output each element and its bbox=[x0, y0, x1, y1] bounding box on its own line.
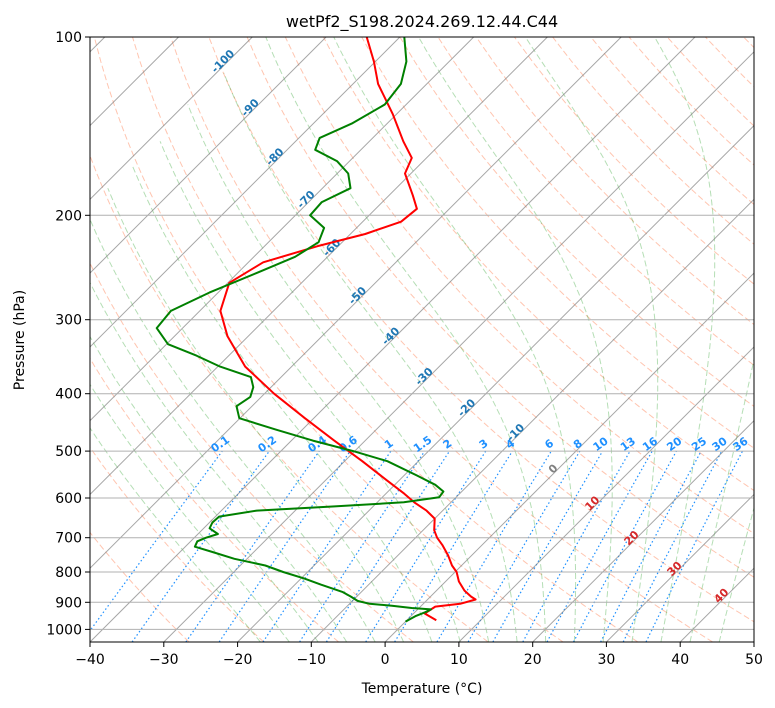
isotherm-line bbox=[163, 51, 754, 642]
mixing-ratio-line bbox=[645, 450, 744, 642]
dry-adiabat-line bbox=[246, 37, 754, 578]
dry-adiabat-line bbox=[90, 531, 190, 642]
wet-bulb-guide-line bbox=[107, 188, 405, 642]
mixing-ratio-lines bbox=[90, 450, 744, 642]
wet-bulb-guide-line bbox=[418, 37, 613, 642]
x-tick-label: 30 bbox=[597, 652, 615, 668]
x-tick-label: −40 bbox=[75, 652, 105, 668]
isotherm-line bbox=[458, 346, 754, 642]
dry-adiabat-line bbox=[208, 37, 754, 623]
dry-adiabat-line bbox=[90, 154, 489, 642]
wet-bulb-guide-line bbox=[90, 335, 319, 642]
wet-bulb-guide-line bbox=[333, 37, 577, 642]
x-axis-ticks: −40 −30 −20 −10 0 10 20 30 40 50 bbox=[75, 642, 763, 668]
mixing-ratio-line bbox=[546, 450, 653, 642]
dewpoint-profile-line bbox=[155, 37, 445, 623]
dry-adiabat-line bbox=[513, 37, 754, 285]
x-tick-label: −30 bbox=[149, 652, 179, 668]
wet-bulb-guide-line bbox=[90, 383, 290, 642]
wet-bulb-guide-line bbox=[90, 281, 348, 642]
isobars bbox=[90, 37, 754, 630]
wet-bulb-guide-line bbox=[90, 427, 261, 642]
mixing-ratio-line bbox=[299, 450, 426, 642]
dry-adiabat-line bbox=[361, 37, 754, 449]
dry-adiabat-line bbox=[475, 37, 754, 326]
y-axis-label: Pressure (hPa) bbox=[12, 290, 28, 390]
y-tick-label: 600 bbox=[55, 491, 82, 507]
isotherm-line bbox=[90, 37, 401, 348]
mixing-ratio-line bbox=[262, 450, 392, 642]
mixing-ratio-line bbox=[131, 450, 270, 642]
mixing-ratio-line bbox=[394, 450, 513, 642]
wet-bulb-guide-line bbox=[223, 72, 518, 642]
dry-adiabats bbox=[90, 37, 754, 642]
x-tick-label: 50 bbox=[745, 652, 763, 668]
dry-adiabat-line bbox=[90, 357, 339, 642]
mixing-ratio-line bbox=[185, 450, 320, 642]
y-tick-label: 300 bbox=[55, 313, 82, 329]
mixing-ratio-line bbox=[218, 450, 351, 642]
wet-bulb-guide-line bbox=[654, 37, 716, 642]
x-axis-label: Temperature (°C) bbox=[361, 681, 483, 697]
isotherm-line bbox=[90, 37, 475, 422]
isotherm-line bbox=[90, 37, 548, 496]
x-tick-label: 10 bbox=[450, 652, 468, 668]
y-tick-label: 800 bbox=[55, 565, 82, 581]
chart-title: wetPf2_S198.2024.269.12.44.C44 bbox=[286, 12, 558, 32]
y-tick-label: 900 bbox=[55, 595, 82, 611]
dry-adiabat-line bbox=[170, 37, 713, 642]
mixing-ratio-line bbox=[572, 450, 677, 642]
y-tick-label: 700 bbox=[55, 531, 82, 547]
isotherm-line bbox=[532, 419, 754, 642]
dry-adiabat-line bbox=[93, 37, 564, 642]
dry-adiabat-line bbox=[90, 446, 265, 642]
y-axis-ticks: 100 200 300 400 500 600 700 800 900 1000 bbox=[46, 30, 90, 638]
x-tick-label: 20 bbox=[524, 652, 542, 668]
isotherm-line bbox=[90, 37, 253, 201]
wet-bulb-guide-line bbox=[524, 37, 659, 642]
dry-adiabat-line bbox=[132, 37, 639, 642]
mixing-ratio-line bbox=[90, 450, 223, 632]
isotherm-line bbox=[90, 37, 622, 569]
isotherms bbox=[90, 37, 754, 642]
x-tick-label: −10 bbox=[297, 652, 327, 668]
isotherm-line bbox=[606, 493, 754, 642]
wet-bulb-guide-lines bbox=[90, 37, 754, 642]
y-tick-label: 200 bbox=[55, 208, 82, 224]
isotherm-line bbox=[90, 37, 327, 274]
mixing-ratio-line bbox=[522, 450, 631, 642]
plot-frame bbox=[89, 36, 755, 643]
isotherm-line bbox=[90, 37, 696, 642]
wet-bulb-guide-line bbox=[689, 356, 754, 642]
x-tick-label: 0 bbox=[381, 652, 390, 668]
wet-bulb-guide-line bbox=[187, 104, 490, 642]
mixing-ratio-line bbox=[325, 450, 450, 642]
y-tick-label: 400 bbox=[55, 387, 82, 403]
x-tick-label: 40 bbox=[671, 652, 689, 668]
dry-adiabat-line bbox=[399, 37, 754, 408]
profile-series bbox=[155, 37, 477, 623]
isotherm-line bbox=[384, 272, 754, 642]
isotherm-line bbox=[237, 124, 754, 642]
y-tick-label: 100 bbox=[55, 30, 82, 46]
temperature-profile-line bbox=[219, 37, 477, 622]
isotherm-line bbox=[310, 198, 754, 642]
x-tick-label: −20 bbox=[223, 652, 253, 668]
wet-bulb-guide-line bbox=[265, 37, 547, 642]
y-tick-label: 1000 bbox=[46, 622, 82, 638]
y-tick-label: 500 bbox=[55, 444, 82, 460]
